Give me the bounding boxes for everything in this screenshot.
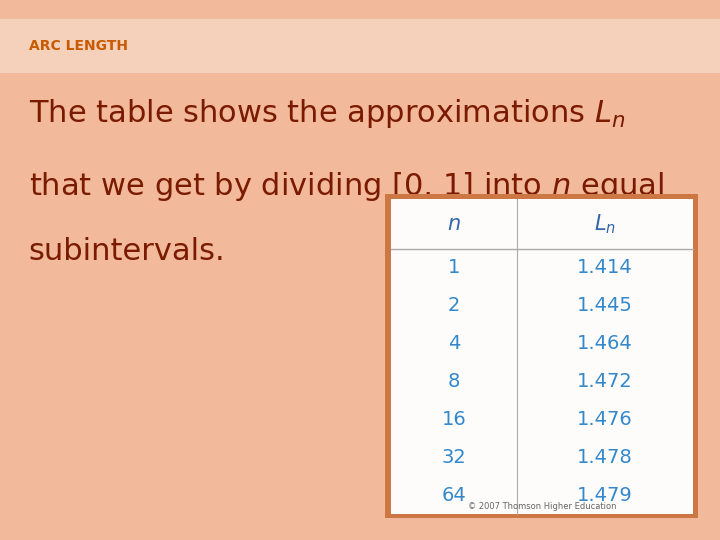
Text: 1.479: 1.479: [577, 485, 633, 505]
Text: 1.445: 1.445: [577, 296, 633, 315]
Text: 1: 1: [448, 258, 460, 278]
Text: © 2007 Thomson Higher Education: © 2007 Thomson Higher Education: [467, 502, 616, 511]
Text: that we get by dividing [0, 1] into $n$ equal: that we get by dividing [0, 1] into $n$ …: [29, 170, 664, 203]
Text: 8: 8: [448, 372, 460, 391]
Text: subintervals.: subintervals.: [29, 237, 225, 266]
Text: ARC LENGTH: ARC LENGTH: [29, 39, 128, 53]
Text: The table shows the approximations $L_n$: The table shows the approximations $L_n$: [29, 97, 625, 130]
Text: 2: 2: [448, 296, 460, 315]
Text: 1.464: 1.464: [577, 334, 633, 353]
Text: 4: 4: [448, 334, 460, 353]
FancyBboxPatch shape: [391, 199, 693, 514]
Text: 32: 32: [441, 448, 467, 467]
Text: $L_n$: $L_n$: [594, 212, 616, 235]
Bar: [0, 19, 720, 73]
Text: 1.472: 1.472: [577, 372, 633, 391]
Text: 64: 64: [441, 485, 467, 505]
Text: 1.414: 1.414: [577, 258, 633, 278]
Text: $n$: $n$: [447, 214, 461, 234]
Text: 1.476: 1.476: [577, 410, 633, 429]
FancyBboxPatch shape: [385, 194, 698, 518]
Text: 1.478: 1.478: [577, 448, 633, 467]
Text: 16: 16: [441, 410, 467, 429]
